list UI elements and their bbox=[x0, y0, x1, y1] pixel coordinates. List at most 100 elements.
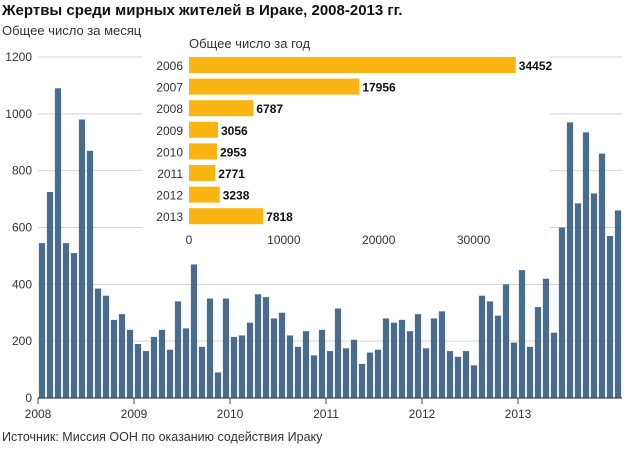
inset-x-tick-label: 30000 bbox=[457, 233, 491, 247]
annual-bar-value: 2953 bbox=[220, 145, 247, 159]
monthly-bar bbox=[110, 319, 118, 398]
x-tick-label: 2009 bbox=[121, 407, 148, 421]
monthly-bar bbox=[350, 339, 358, 398]
monthly-bar bbox=[590, 193, 598, 398]
annual-bar-value: 7818 bbox=[266, 210, 293, 224]
monthly-bar bbox=[510, 342, 518, 398]
monthly-bar bbox=[486, 301, 494, 398]
monthly-bar bbox=[238, 335, 246, 398]
monthly-bar bbox=[494, 315, 502, 398]
monthly-bar bbox=[438, 311, 446, 398]
monthly-bar bbox=[502, 284, 510, 398]
annual-bar bbox=[189, 121, 218, 138]
y-tick-label: 400 bbox=[12, 277, 32, 291]
monthly-bar bbox=[398, 319, 406, 398]
monthly-bar bbox=[38, 243, 46, 398]
annual-bar bbox=[189, 208, 264, 225]
inset-category-label: 2008 bbox=[156, 102, 183, 116]
inset-x-ticks: 0 10000 20000 30000 bbox=[186, 233, 491, 247]
monthly-bar bbox=[286, 335, 294, 398]
monthly-bar bbox=[182, 328, 190, 398]
annual-bar bbox=[189, 165, 216, 181]
annual-bar bbox=[189, 143, 218, 160]
monthly-bar bbox=[374, 349, 382, 398]
monthly-bar bbox=[246, 322, 254, 398]
monthly-bar bbox=[414, 314, 422, 398]
inset-category-label: 2006 bbox=[156, 59, 183, 73]
monthly-bar bbox=[126, 329, 134, 398]
inset-category-label: 2011 bbox=[157, 167, 183, 181]
monthly-bar bbox=[566, 122, 574, 398]
monthly-bar bbox=[198, 346, 206, 398]
y-tick-label: 800 bbox=[12, 164, 32, 178]
monthly-bar bbox=[302, 331, 310, 398]
x-tick-label: 2012 bbox=[409, 407, 436, 421]
monthly-bar bbox=[550, 332, 558, 398]
x-tick-label: 2010 bbox=[217, 407, 244, 421]
monthly-bar bbox=[558, 227, 566, 398]
monthly-bar bbox=[470, 365, 478, 398]
annual-bar-value: 2771 bbox=[218, 167, 245, 181]
annual-bar bbox=[189, 57, 516, 73]
inset-x-tick-label: 0 bbox=[186, 233, 193, 247]
inset-category-label: 2013 bbox=[156, 210, 183, 224]
monthly-bar bbox=[574, 203, 582, 398]
monthly-bar bbox=[614, 210, 622, 398]
inset-title: Общее число за год bbox=[189, 36, 310, 51]
y-tick-label: 600 bbox=[12, 221, 32, 235]
x-tick-label: 2013 bbox=[505, 407, 532, 421]
inset-category-label: 2009 bbox=[156, 124, 183, 138]
annual-bar-value: 17956 bbox=[362, 81, 396, 95]
monthly-bar bbox=[118, 314, 126, 398]
monthly-bar bbox=[406, 331, 414, 398]
monthly-bar bbox=[390, 322, 398, 398]
inset-category-label: 2010 bbox=[156, 145, 183, 159]
annual-bar bbox=[189, 186, 220, 203]
monthly-bar bbox=[446, 351, 454, 398]
monthly-bar bbox=[582, 132, 590, 398]
annual-bar-value: 3238 bbox=[223, 189, 250, 203]
annual-bar-value: 34452 bbox=[519, 59, 553, 73]
monthly-bar bbox=[518, 270, 526, 398]
main-y-ticks: 0 200 400 600 800 1000 1200 bbox=[5, 50, 32, 405]
monthly-bar bbox=[78, 119, 86, 399]
chart-title: Жертвы среди мирных жителей в Ираке, 200… bbox=[2, 2, 403, 19]
monthly-bar bbox=[190, 264, 198, 398]
monthly-bar bbox=[102, 295, 110, 398]
monthly-bar bbox=[142, 351, 150, 398]
monthly-bars bbox=[38, 88, 622, 399]
monthly-bar bbox=[542, 278, 550, 398]
monthly-bar bbox=[222, 298, 230, 398]
monthly-bar bbox=[70, 253, 78, 398]
inset-x-tick-label: 10000 bbox=[267, 233, 301, 247]
inset-category-label: 2007 bbox=[156, 81, 183, 95]
monthly-bar bbox=[326, 351, 334, 398]
monthly-bar bbox=[526, 346, 534, 398]
annual-bar-value: 6787 bbox=[256, 102, 283, 116]
monthly-bar bbox=[174, 301, 182, 398]
monthly-bar bbox=[278, 312, 286, 398]
annual-bars: 2006 34452 2007 17956 2008 6787 2009 3056 2010 29… bbox=[156, 57, 553, 225]
monthly-bar bbox=[270, 318, 278, 398]
monthly-bar bbox=[598, 153, 606, 398]
annual-inset-chart: Общее число за год 2006 34452 2007 17956 200… bbox=[142, 36, 552, 247]
monthly-bar bbox=[342, 348, 350, 398]
monthly-bar bbox=[382, 318, 390, 398]
y-tick-label: 1200 bbox=[5, 50, 32, 64]
inset-x-tick-label: 20000 bbox=[362, 233, 396, 247]
monthly-bar bbox=[86, 150, 94, 398]
monthly-bar bbox=[158, 329, 166, 398]
monthly-bar bbox=[254, 294, 262, 398]
monthly-bar bbox=[478, 295, 486, 398]
monthly-bar bbox=[166, 349, 174, 398]
annual-bar bbox=[189, 78, 360, 95]
monthly-bar bbox=[310, 355, 318, 398]
monthly-bar bbox=[134, 344, 142, 398]
monthly-bar bbox=[534, 307, 542, 398]
source-note: Источник: Миссия ООН по оказанию содейст… bbox=[2, 430, 323, 444]
monthly-bar bbox=[262, 297, 270, 398]
monthly-bar bbox=[462, 351, 470, 398]
monthly-bar bbox=[430, 318, 438, 398]
monthly-bar bbox=[54, 88, 62, 398]
